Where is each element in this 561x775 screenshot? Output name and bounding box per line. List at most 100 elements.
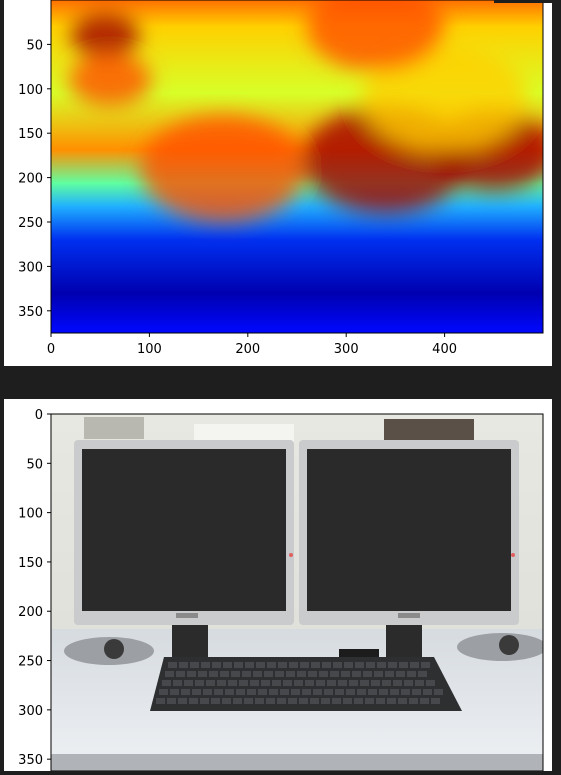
- keyboard-key: [167, 698, 176, 704]
- keyboard-key: [354, 698, 363, 704]
- heatmap-hotspot-1: [69, 53, 152, 106]
- x-tick-label: 200: [235, 342, 260, 357]
- keyboard-key: [212, 662, 221, 668]
- heatmap-hotspot-2: [141, 115, 306, 222]
- keyboard-key: [434, 689, 443, 695]
- keyboard-key: [245, 662, 254, 668]
- keyboard-key: [308, 671, 317, 677]
- keyboard-key: [321, 698, 330, 704]
- keyboard-key: [214, 689, 223, 695]
- keyboard-key: [267, 662, 276, 668]
- x-tick-label: 100: [137, 342, 162, 357]
- keyboard-key: [338, 680, 347, 686]
- keyboard-key: [189, 698, 198, 704]
- keyboard-key: [335, 689, 344, 695]
- keyboard-key: [228, 680, 237, 686]
- keyboard-key: [283, 680, 292, 686]
- keyboard-key: [412, 689, 421, 695]
- desk-photo: [51, 414, 547, 771]
- keyboard-key: [363, 671, 372, 677]
- photo-panel: 0 50 100 150 200 250 300 350: [4, 399, 552, 771]
- keyboard-key: [410, 662, 419, 668]
- keyboard-key: [409, 698, 418, 704]
- keyboard-key: [327, 680, 336, 686]
- keyboard-key: [310, 698, 319, 704]
- y-tick-label: 100: [18, 507, 43, 522]
- keyboard-key: [222, 698, 231, 704]
- keyboard-key: [333, 662, 342, 668]
- keyboard-key: [382, 680, 391, 686]
- keyboard-key: [278, 662, 287, 668]
- y-tick-label: 200: [18, 172, 43, 187]
- y-tick-label: 150: [18, 127, 43, 142]
- keyboard-key: [165, 671, 174, 677]
- keyboard-key: [206, 680, 215, 686]
- keyboard-key: [190, 662, 199, 668]
- keyboard-key: [159, 689, 168, 695]
- y-tick-label: 350: [18, 753, 43, 768]
- keyboard-key: [316, 680, 325, 686]
- keyboard-key: [256, 662, 265, 668]
- keyboard-key: [184, 680, 193, 686]
- keyboard-key: [349, 680, 358, 686]
- y-tick-label: 150: [18, 556, 43, 571]
- corner-tab: [494, 0, 556, 3]
- y-tick-label: 200: [18, 605, 43, 620]
- keyboard-key: [291, 689, 300, 695]
- keyboard-key: [280, 689, 289, 695]
- keyboard-key: [365, 698, 374, 704]
- keyboard-key: [368, 689, 377, 695]
- y-tick-label: 100: [18, 83, 43, 98]
- right-monitor-screen: [307, 449, 511, 611]
- keyboard-key: [357, 689, 366, 695]
- keyboard-key: [415, 680, 424, 686]
- keyboard-key: [387, 698, 396, 704]
- keyboard-key: [423, 689, 432, 695]
- x-tick-label: 400: [432, 342, 457, 357]
- keyboard-key: [431, 698, 440, 704]
- keyboard-key: [294, 680, 303, 686]
- keyboard-key: [330, 671, 339, 677]
- keyboard-key: [343, 698, 352, 704]
- keyboard-key: [234, 662, 243, 668]
- keyboard-key: [297, 671, 306, 677]
- keyboard-key: [250, 680, 259, 686]
- keyboard-key: [332, 698, 341, 704]
- keyboard-key: [181, 689, 190, 695]
- keyboard-key: [209, 671, 218, 677]
- keyboard-key: [272, 680, 281, 686]
- keyboard-key: [170, 689, 179, 695]
- keyboard-key: [288, 698, 297, 704]
- keyboard-key: [305, 680, 314, 686]
- keyboard-key: [198, 671, 207, 677]
- keyboard-key: [407, 671, 416, 677]
- keyboard-key: [264, 671, 273, 677]
- right-monitor-logo: [398, 613, 420, 618]
- y-tick-label: 0: [35, 408, 43, 423]
- keyboard-key: [258, 689, 267, 695]
- keyboard-key: [360, 680, 369, 686]
- keyboard-key: [418, 671, 427, 677]
- keyboard-key: [200, 698, 209, 704]
- keyboard-key: [401, 689, 410, 695]
- keyboard-key: [266, 698, 275, 704]
- heatmap-hotspot-0: [71, 13, 140, 57]
- keyboard-key: [261, 680, 270, 686]
- keyboard-key: [299, 698, 308, 704]
- keyboard-key: [225, 689, 234, 695]
- keyboard-key: [203, 689, 212, 695]
- keyboard-key: [374, 671, 383, 677]
- keyboard-key: [255, 698, 264, 704]
- keyboard-key: [385, 671, 394, 677]
- keyboard-key: [377, 662, 386, 668]
- keyboard-key: [344, 662, 353, 668]
- photo-figure: 050100150200250300350: [4, 399, 552, 771]
- keyboard-key: [220, 671, 229, 677]
- keyboard-key: [388, 662, 397, 668]
- keyboard-key: [398, 698, 407, 704]
- keyboard-key: [346, 689, 355, 695]
- keyboard-key: [195, 680, 204, 686]
- keyboard-key: [399, 662, 408, 668]
- keyboard-key: [319, 671, 328, 677]
- keyboard-key: [341, 671, 350, 677]
